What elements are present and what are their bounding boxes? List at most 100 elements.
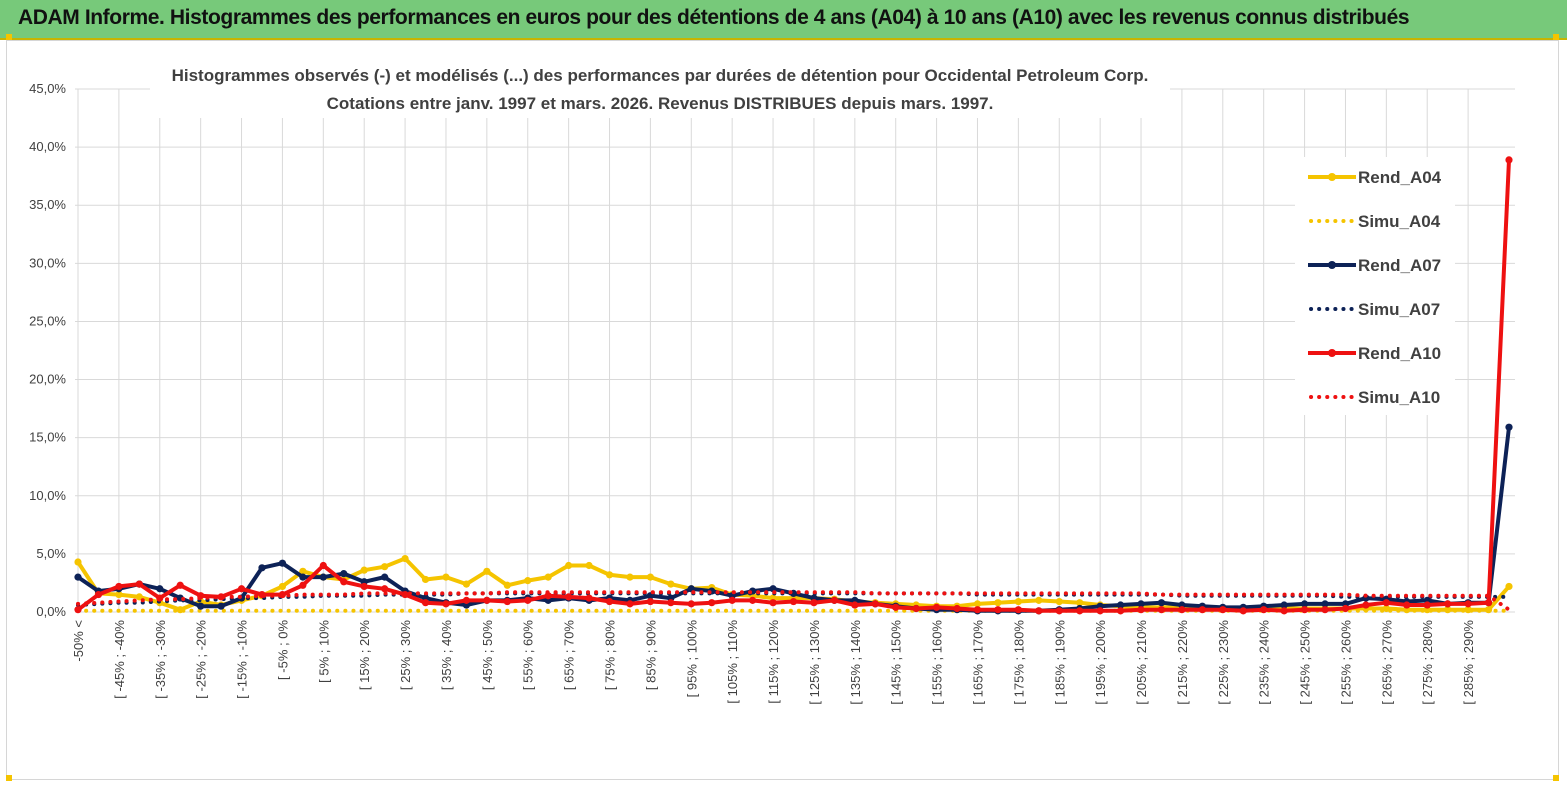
data-point (258, 564, 266, 572)
y-tick-label: 20,0% (29, 372, 66, 387)
x-tick-label: [ 35% ; 40% (439, 620, 454, 691)
data-point (1116, 607, 1125, 615)
x-tick-label: [ -25% ; -20% (194, 620, 209, 699)
x-tick-label: [ 125% ; 130% (807, 620, 822, 705)
legend-item-rend-a04: Rend_A04 (1308, 168, 1442, 187)
data-point (1300, 600, 1309, 608)
x-tick-label: [ 55% ; 60% (521, 620, 536, 691)
y-tick-label: 30,0% (29, 255, 66, 270)
corner-handle-bottom-right (1553, 775, 1559, 781)
x-tick-label: [ 75% ; 80% (603, 620, 618, 691)
data-point (319, 561, 327, 570)
legend-marker (1328, 261, 1336, 269)
data-point (1321, 600, 1329, 608)
series-rend-a07 (74, 423, 1513, 615)
x-tick-label: [ 285% ; 290% (1461, 620, 1476, 705)
x-tick-label: [ 175% ; 180% (1011, 620, 1026, 705)
x-tick-label: [ 275% ; 280% (1420, 620, 1435, 705)
data-point (421, 575, 430, 584)
data-point (1014, 597, 1022, 606)
x-tick-label: [ 135% ; 140% (848, 620, 863, 705)
data-point (1300, 606, 1309, 614)
x-tick-label: [ 265% ; 270% (1379, 620, 1394, 705)
data-point (299, 573, 307, 581)
chart-frame (6, 40, 1559, 780)
legend-item-simu-a10: Simu_A10 (1309, 388, 1440, 407)
x-tick-label: [ -35% ; -30% (153, 620, 168, 699)
data-point (1464, 600, 1472, 608)
header-banner: ADAM Informe. Histogrammes des performan… (0, 0, 1567, 40)
x-tick-label: [ 165% ; 170% (970, 620, 985, 705)
y-tick-label: 10,0% (29, 488, 66, 503)
data-point (421, 599, 430, 607)
data-point (565, 593, 573, 601)
data-point (319, 573, 327, 581)
data-point (115, 590, 123, 599)
data-point (503, 597, 511, 606)
x-tick-label: [ 95% ; 100% (684, 620, 699, 698)
data-point (217, 602, 225, 610)
data-point (135, 593, 143, 601)
data-point (1035, 596, 1043, 604)
x-tick-label: [ 145% ; 150% (889, 620, 904, 705)
series-line (76, 426, 1511, 613)
legend-item-simu-a07: Simu_A07 (1309, 300, 1440, 319)
grid-lines (75, 88, 1515, 613)
x-tick-label: [ 5% ; 10% (316, 620, 331, 683)
data-point (851, 601, 859, 609)
x-axis: -50% < [ -45% ; -40% [ -35% ; -30% [ -25% ;… (71, 620, 1476, 705)
data-point (605, 597, 614, 606)
data-point (299, 581, 307, 589)
data-point (973, 606, 982, 614)
data-point (360, 566, 368, 574)
data-point (1341, 604, 1350, 613)
data-point (340, 570, 348, 578)
y-tick-label: 15,0% (29, 430, 66, 445)
x-tick-label: [ 195% ; 200% (1093, 620, 1108, 705)
data-point (585, 594, 593, 602)
data-point (687, 600, 695, 608)
legend-label: Rend_A10 (1358, 344, 1441, 363)
series-line (76, 159, 1511, 613)
data-point (381, 573, 389, 581)
data-point (646, 597, 655, 606)
data-point (912, 604, 920, 613)
x-tick-label: [ 25% ; 30% (398, 620, 413, 691)
legend-marker (1328, 173, 1336, 181)
y-tick-label: 25,0% (29, 313, 66, 328)
data-point (135, 580, 143, 588)
data-point (544, 592, 552, 600)
data-point (1014, 606, 1022, 614)
data-point (769, 599, 777, 607)
data-point (871, 600, 879, 608)
x-tick-label: [ 45% ; 50% (480, 620, 495, 691)
legend-label: Simu_A04 (1358, 212, 1441, 231)
data-point (442, 573, 450, 581)
data-point (74, 558, 82, 566)
series-layer (74, 156, 1513, 615)
data-point (1382, 604, 1390, 613)
y-tick-label: 5,0% (36, 546, 66, 561)
x-tick-label: [ 115% ; 120% (766, 620, 781, 704)
chart-title-line-1: Histogrammes observés (-) et modélisés (… (172, 66, 1149, 85)
data-point (728, 596, 736, 604)
data-point (299, 567, 307, 575)
y-tick-label: 45,0% (29, 81, 66, 96)
x-tick-label: [ 65% ; 70% (562, 620, 577, 691)
data-point (667, 580, 675, 588)
data-point (1076, 607, 1084, 615)
data-point (1260, 606, 1268, 614)
legend-background (1295, 157, 1455, 415)
data-point (626, 573, 634, 581)
data-point (1096, 607, 1104, 615)
y-tick-label: 35,0% (29, 197, 66, 212)
data-point (994, 606, 1002, 614)
data-point (442, 600, 450, 608)
data-point (953, 604, 961, 613)
data-point (585, 561, 593, 570)
data-point (1280, 607, 1288, 615)
data-point (708, 599, 716, 607)
data-point (544, 573, 552, 581)
legend-label: Simu_A10 (1358, 388, 1440, 407)
